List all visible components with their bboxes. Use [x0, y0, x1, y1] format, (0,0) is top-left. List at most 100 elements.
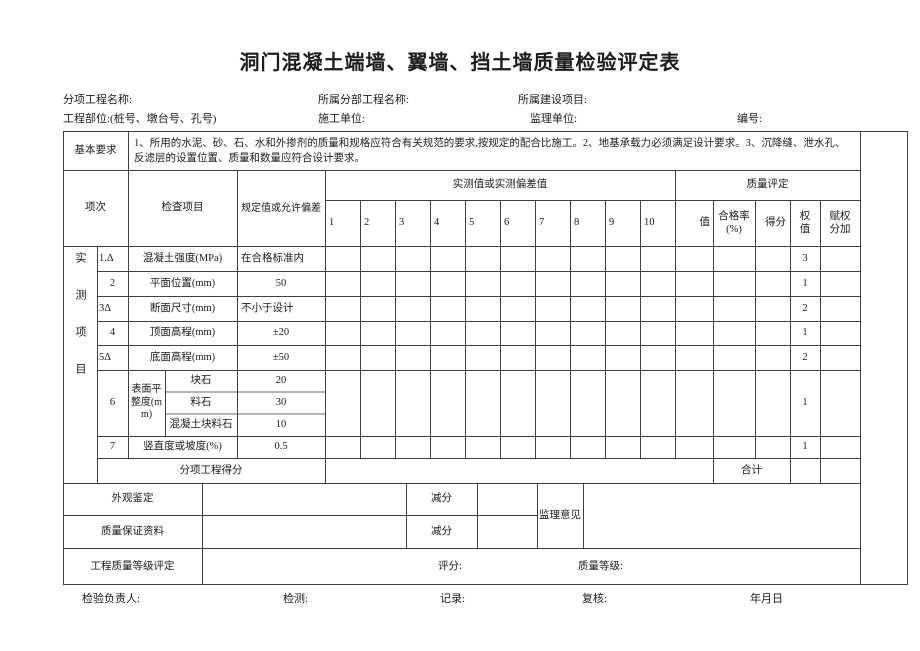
row-weight-value: 1: [802, 277, 808, 289]
parent-project-name-label: 所属分部工程名称:: [318, 94, 410, 106]
col-header-m8: 8: [574, 217, 580, 229]
row-sub-item: 混凝土块料石: [169, 419, 233, 431]
row-inspect-item: 底面高程(mm): [149, 351, 216, 363]
grid-line-v: [500, 200, 501, 458]
row-item-no: 1.Δ: [99, 252, 114, 264]
grid-line-v: [675, 170, 676, 458]
basic-requirements-text: 1、所用的水泥、砂、石、水和外掺剂的质量和规格应符合有关规范的要求,按规定的配合…: [134, 138, 846, 164]
col-header-score: 得分: [765, 217, 786, 229]
col-header-m6: 6: [504, 217, 510, 229]
grid-line-v: [537, 483, 538, 548]
row-weight-value: 2: [802, 302, 808, 314]
grid-line-h: [63, 548, 860, 549]
grid-line-h: [97, 370, 860, 371]
appearance-check-label: 外观鉴定: [111, 493, 154, 505]
col-header-m4: 4: [434, 217, 440, 229]
row-inspect-item: 平面位置(mm): [149, 277, 216, 289]
grade-field-label: 质量等级:: [578, 560, 623, 572]
date-label: 年月日: [750, 593, 783, 605]
row-inspect-item: 断面尺寸(mm): [149, 302, 216, 314]
row-spec-value: 0.5: [274, 441, 288, 453]
col-header-m9: 9: [609, 217, 615, 229]
row-sub-spec: 20: [275, 374, 287, 386]
row-item-no: 6: [109, 397, 116, 409]
contractor-label: 施工单位:: [318, 113, 366, 125]
grid-line-v: [395, 200, 396, 458]
row-item-no: 7: [109, 441, 116, 453]
grid-line-v: [237, 170, 238, 458]
grid-line-v: [360, 200, 361, 458]
col-header-m7: 7: [539, 217, 545, 229]
grid-line-v: [465, 200, 466, 458]
col-header-inspect-item: 检查项目: [161, 202, 204, 214]
col-header-spec: 规定值或允许偏差: [241, 202, 321, 214]
grid-line-v: [790, 200, 791, 483]
deduction-label: 减分: [431, 525, 452, 537]
page-title: 洞门混凝土端墙、翼墙、挡土墙质量检验评定表: [239, 52, 681, 74]
row-weight-value: 2: [802, 351, 808, 363]
row-spec-value: 在合格标准内: [241, 252, 304, 264]
col-span-quality: 质量评定: [746, 179, 789, 191]
quality-docs-label: 质量保证资料: [101, 525, 164, 537]
col-header-weight: 权值: [799, 210, 811, 235]
inspector-label: 检验负责人:: [82, 593, 141, 605]
grid-line-h: [63, 483, 860, 484]
col-span-measured: 实测值或实测偏差值: [452, 179, 548, 191]
row-spec-value: ±50: [272, 351, 290, 363]
grid-line-h: [325, 200, 860, 201]
row-weight-value: 1: [802, 441, 808, 453]
grid-line-v: [477, 483, 478, 548]
row-sub-item: 块石: [190, 374, 212, 386]
grade-evaluation-label: 工程质量等级评定: [90, 560, 175, 572]
grid-line-v: [325, 170, 326, 483]
total-label: 合计: [741, 464, 762, 476]
subitem-score-label: 分项工程得分: [179, 464, 243, 476]
grid-line-h: [97, 458, 860, 459]
row-item-no: 2: [109, 277, 116, 289]
construction-project-label: 所属建设项目:: [518, 94, 588, 106]
grid-line-h: [97, 345, 860, 346]
table-frame: [63, 131, 908, 585]
grid-line-v: [605, 200, 606, 458]
row-sub-spec: 10: [275, 419, 287, 431]
grid-line-v: [570, 200, 571, 458]
row-weight-value: 1: [802, 327, 808, 339]
grid-line-v: [202, 483, 203, 585]
grid-line-h-gray: [165, 413, 325, 415]
grid-line-v: [406, 483, 407, 548]
grid-line-h: [63, 170, 860, 171]
supervisor-label: 监理单位:: [530, 113, 578, 125]
row-spec-value: ±20: [272, 327, 290, 339]
row-spec-value: 不小于设计: [241, 302, 294, 314]
row-item-no: 4: [109, 327, 116, 339]
grid-line-v: [165, 370, 166, 436]
grid-line-h: [97, 436, 860, 437]
grid-line-v: [713, 200, 714, 483]
row-spec-value: 50: [275, 277, 287, 289]
grid-line-v: [535, 200, 536, 458]
grid-line-v: [755, 200, 756, 458]
row-weight-value: 1: [802, 397, 808, 409]
grid-line-h: [63, 246, 860, 247]
grid-line-v: [820, 200, 821, 483]
grid-line-v: [583, 483, 584, 548]
tester-label: 检测:: [283, 593, 309, 605]
col-header-pass-rate: 合格率(%): [718, 210, 750, 235]
sub-project-name-label: 分项工程名称:: [63, 94, 133, 106]
col-header-value: 值: [699, 217, 711, 229]
location-label: 工程部位:(桩号、墩台号、孔号): [63, 113, 217, 125]
grid-line-h: [97, 296, 860, 297]
reviewer-label: 复核:: [582, 593, 608, 605]
row-weight-value: 3: [802, 252, 808, 264]
grid-line-v: [430, 200, 431, 458]
row-inspect-item-group: 表面平整度(mm): [130, 384, 163, 421]
row-item-no: 5Δ: [99, 351, 112, 363]
row-sub-item: 料石: [190, 396, 212, 408]
row-inspect-item: 竖直度或坡度(%): [143, 441, 222, 453]
col-header-m1: 1: [329, 217, 335, 229]
row-sub-spec: 30: [275, 396, 287, 408]
grid-line-h: [97, 321, 860, 322]
col-header-m10: 10: [644, 217, 655, 229]
grid-line-h-gray: [165, 391, 325, 393]
